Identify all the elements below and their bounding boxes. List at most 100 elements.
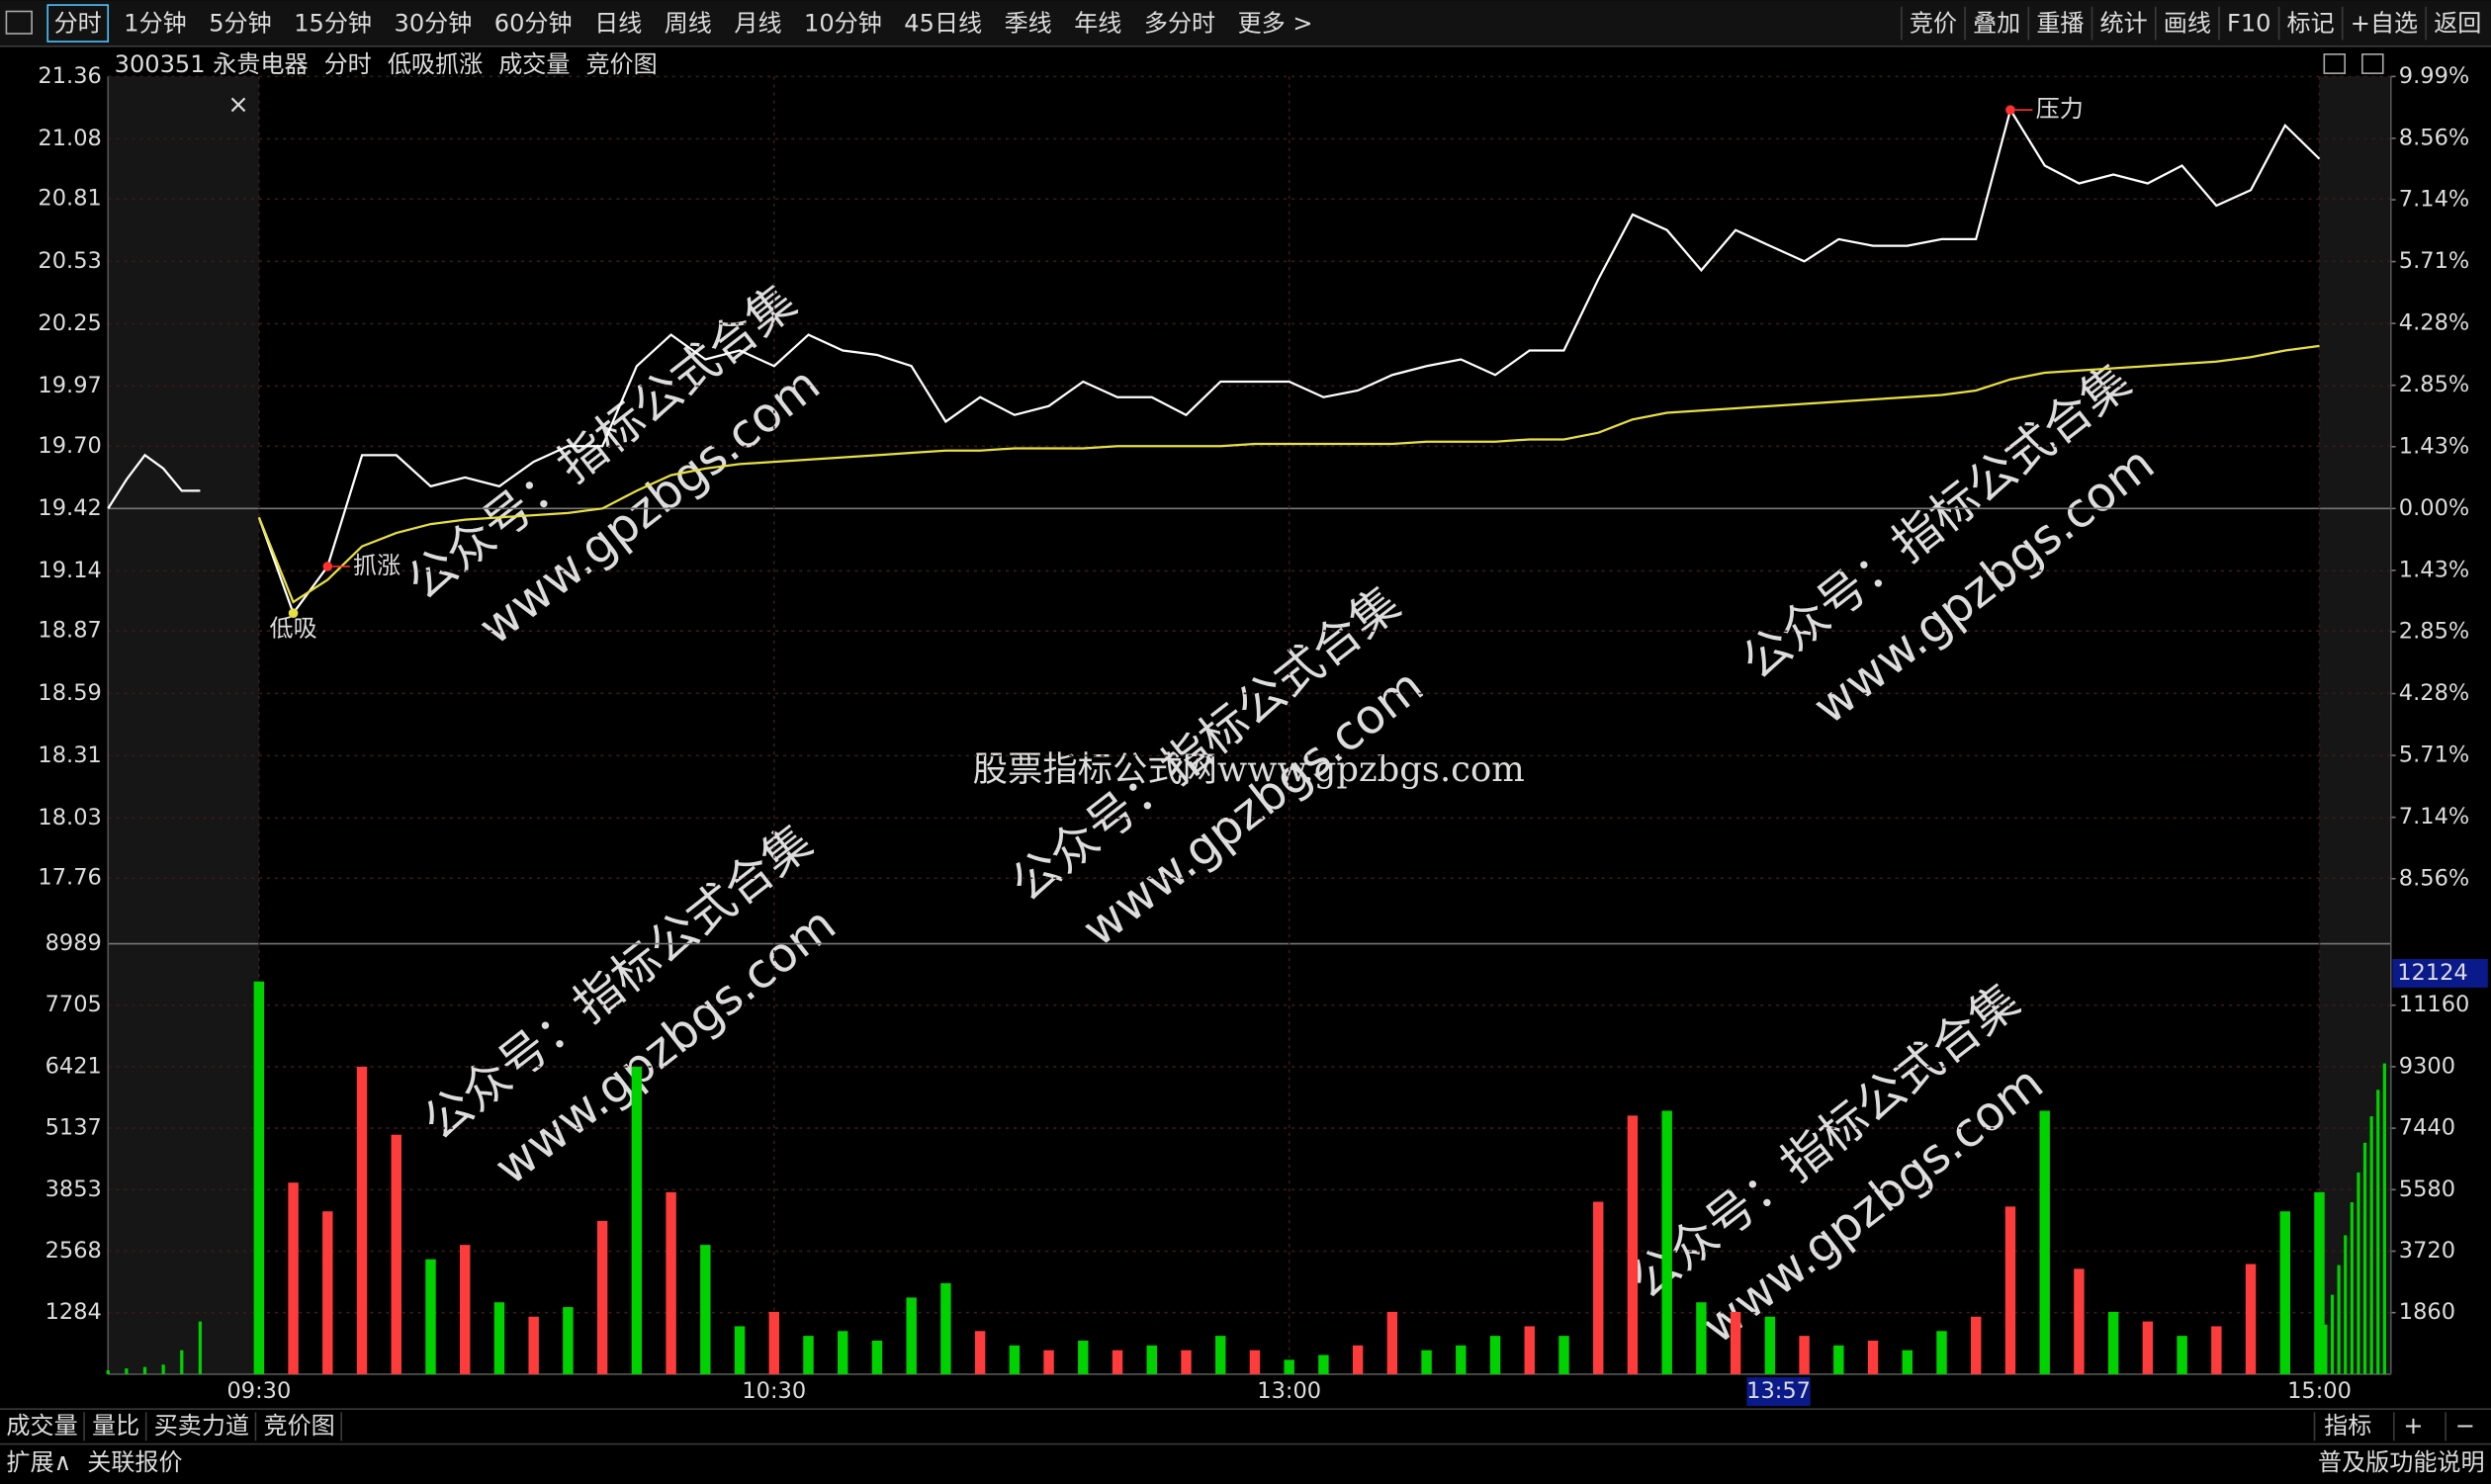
- timeframe-tab[interactable]: 15分钟: [294, 9, 372, 37]
- toolbar-button[interactable]: 画线: [2164, 9, 2211, 37]
- auction-price-line: [107, 453, 201, 509]
- timeframe-tab[interactable]: 年线: [1074, 9, 1121, 37]
- auction-volume-bar: [180, 1350, 184, 1374]
- price-tick-label: 18.31: [38, 742, 101, 768]
- timeframe-tab[interactable]: 更多 >: [1238, 9, 1313, 37]
- timeframe-tab[interactable]: 5分钟: [209, 9, 271, 37]
- volume-tick-label: 2568: [45, 1238, 102, 1264]
- volume-bar: [974, 1331, 986, 1374]
- timeframe-tab[interactable]: 日线: [594, 9, 642, 37]
- price-tick-label: 19.70: [38, 433, 101, 459]
- indicator-button[interactable]: −: [2455, 1412, 2475, 1440]
- closing-volume-bar: [2324, 1324, 2328, 1374]
- volume-bar: [2074, 1268, 2085, 1374]
- price-tick-label: 20.53: [38, 248, 101, 274]
- percent-tick-label: 7.14%: [2399, 187, 2469, 213]
- percent-tick-label: 4.28%: [2399, 310, 2469, 336]
- volume-bar: [1009, 1345, 1021, 1374]
- indicator-button[interactable]: +: [2403, 1412, 2423, 1440]
- close-button[interactable]: ×: [227, 90, 249, 120]
- price-tick-label: 19.97: [38, 373, 101, 398]
- panel-icon[interactable]: [5, 10, 33, 35]
- indicator-tab[interactable]: 买卖力道: [154, 1412, 249, 1440]
- icon-button[interactable]: [2323, 53, 2347, 74]
- toolbar-bg: [0, 0, 2491, 46]
- toolbar-button[interactable]: F10: [2227, 9, 2271, 37]
- price-tick-label: 19.42: [38, 495, 101, 521]
- volume-bar: [563, 1307, 574, 1374]
- volume-bar: [1146, 1345, 1157, 1374]
- volume-bar: [493, 1302, 505, 1374]
- auction-volume-bar: [161, 1364, 165, 1374]
- volume-bar: [1352, 1345, 1364, 1374]
- volume-bar: [1456, 1345, 1467, 1374]
- volume-bar: [1764, 1316, 1776, 1374]
- closing-volume-bar: [2369, 1116, 2373, 1374]
- timeframe-tab[interactable]: 季线: [1005, 9, 1052, 37]
- volume-bar: [1078, 1340, 1089, 1374]
- toolbar-button[interactable]: 统计: [2100, 9, 2148, 37]
- timeframe-tab[interactable]: 10分钟: [804, 9, 882, 37]
- volume-bar: [2107, 1311, 2119, 1374]
- toolbar-button[interactable]: 返回: [2434, 9, 2481, 37]
- volume2-tick-label: 3720: [2399, 1238, 2455, 1264]
- timeframe-tab[interactable]: 30分钟: [395, 9, 473, 37]
- volume-bar: [1867, 1340, 1879, 1374]
- timeframe-tab[interactable]: 分时: [54, 9, 102, 37]
- price-tick-label: 21.36: [38, 63, 101, 89]
- timeframe-tab[interactable]: 月线: [734, 9, 781, 37]
- volume-bar: [1181, 1350, 1192, 1374]
- indicator-tab[interactable]: 竞价图: [264, 1412, 335, 1440]
- price-tick-label: 19.14: [38, 558, 101, 583]
- volume2-tick-label: 9300: [2399, 1053, 2455, 1079]
- footer-help[interactable]: 普及版功能说明: [2318, 1448, 2485, 1476]
- volume-bar: [1489, 1336, 1501, 1374]
- auction-volume-bar: [125, 1368, 129, 1374]
- annotation: 低吸: [270, 614, 317, 642]
- timeframe-tab[interactable]: 1分钟: [124, 9, 186, 37]
- volume-bar: [2142, 1321, 2154, 1374]
- volume-bar: [1112, 1350, 1123, 1374]
- indicator-tab[interactable]: 成交量: [6, 1412, 77, 1440]
- closing-volume-bar: [2376, 1090, 2380, 1374]
- auction-volume-bar: [106, 1370, 110, 1374]
- indicator-button[interactable]: 指标: [2324, 1412, 2371, 1440]
- volume-bar: [2314, 1191, 2325, 1374]
- header-item: 成交量: [498, 50, 570, 78]
- annotation-dot: [322, 562, 333, 571]
- volume-bar: [1833, 1345, 1844, 1374]
- cursor-time-box: [1746, 1377, 1811, 1407]
- toolbar-button[interactable]: 重播: [2036, 9, 2084, 37]
- price-tick-label: 18.59: [38, 680, 101, 706]
- closing-volume-bar: [2362, 1142, 2367, 1374]
- toolbar-button[interactable]: 竞价: [1910, 9, 1957, 37]
- volume-bar: [391, 1134, 401, 1374]
- volume-bar: [460, 1245, 471, 1374]
- volume2-tick-label: 7440: [2399, 1115, 2455, 1141]
- timeframe-tab[interactable]: 周线: [665, 9, 712, 37]
- volume2-tick-label: 5580: [2399, 1177, 2455, 1202]
- auction-volume-bar: [142, 1366, 147, 1374]
- annotation-dot: [288, 608, 299, 619]
- footer-link[interactable]: 关联报价: [87, 1448, 182, 1476]
- volume-bar: [1421, 1350, 1432, 1374]
- toolbar-button[interactable]: +自选: [2351, 9, 2418, 37]
- volume-bar: [1524, 1326, 1535, 1374]
- price-tick-label: 20.81: [38, 186, 101, 212]
- footer-link[interactable]: 扩展∧: [6, 1448, 71, 1476]
- icon-button[interactable]: [2361, 53, 2384, 74]
- annotation: 抓涨: [353, 552, 400, 579]
- volume-tick-label: 1284: [45, 1299, 102, 1325]
- toolbar-button[interactable]: 叠加: [1973, 9, 2020, 37]
- volume-bar: [2211, 1326, 2222, 1374]
- timeframe-tab[interactable]: 多分时: [1144, 9, 1215, 37]
- timeframe-tab[interactable]: 45日线: [904, 9, 982, 37]
- toolbar-button[interactable]: 标记: [2287, 9, 2335, 37]
- volume-bar: [1284, 1359, 1294, 1374]
- closing-volume-bar: [2350, 1202, 2354, 1374]
- timeframe-tab[interactable]: 60分钟: [494, 9, 573, 37]
- indicator-tab[interactable]: 量比: [92, 1412, 139, 1440]
- active-tab: [46, 4, 110, 43]
- volume-bar: [1043, 1350, 1054, 1374]
